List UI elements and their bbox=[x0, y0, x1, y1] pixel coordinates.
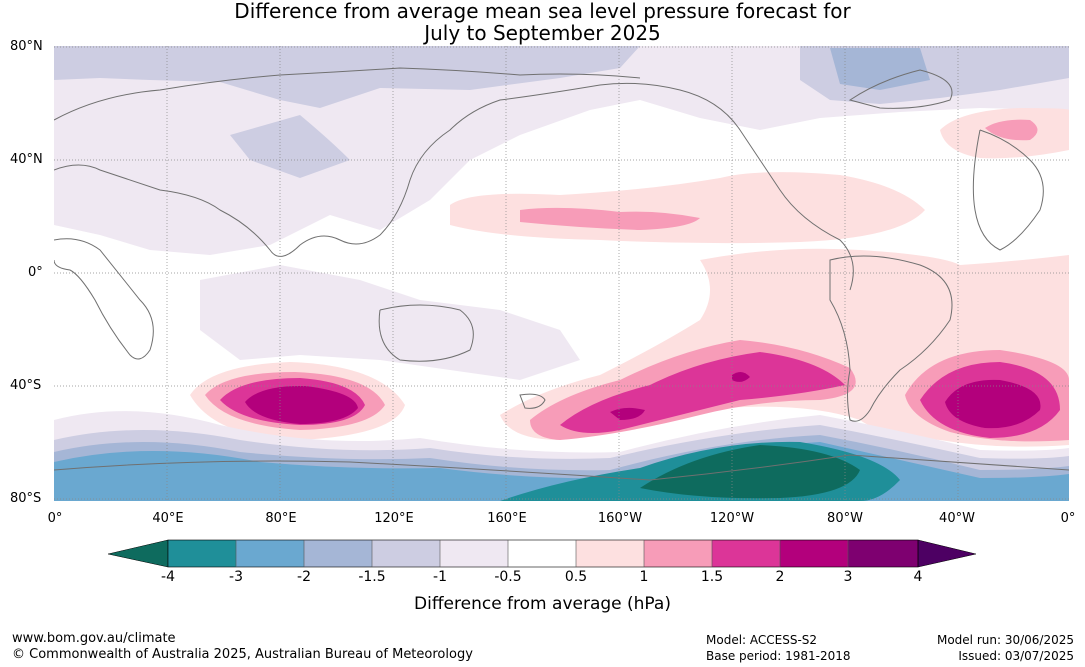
map-title-line-1: Difference from average mean sea level p… bbox=[234, 0, 851, 23]
lat-label: 40°S bbox=[10, 378, 42, 393]
anomaly-south-atlantic-core bbox=[945, 379, 1041, 429]
colorbar bbox=[107, 539, 977, 568]
lon-label: 80°E bbox=[265, 511, 297, 526]
lat-label: 80°S bbox=[10, 491, 42, 506]
colorbar-extend-low bbox=[107, 539, 169, 568]
colorbar-bin bbox=[508, 540, 576, 567]
colorbar-bin bbox=[236, 540, 304, 567]
colorbar-tick-label: -2 bbox=[297, 569, 311, 585]
colorbar-bin bbox=[712, 540, 780, 567]
anomaly-north-moderate-2 bbox=[230, 115, 350, 178]
colorbar-tick-label: -3 bbox=[229, 569, 243, 585]
lat-label: 80°N bbox=[10, 39, 43, 54]
lon-label: 40°W bbox=[939, 511, 975, 526]
lat-label: 0° bbox=[28, 265, 43, 280]
colorbar-tick-label: 4 bbox=[913, 569, 923, 585]
lon-label: 80°W bbox=[827, 511, 863, 526]
lon-label: 120°W bbox=[709, 511, 755, 526]
lon-label: 160°E bbox=[487, 511, 527, 526]
anomaly-north-pacific-moderate bbox=[520, 207, 700, 230]
lon-label: 0° bbox=[1060, 511, 1076, 526]
footer-model: Model: ACCESS-S2 bbox=[706, 633, 818, 647]
anomaly-south-pacific-core-2 bbox=[732, 371, 750, 382]
colorbar-title: Difference from average (hPa) bbox=[414, 594, 671, 614]
colorbar-bin bbox=[780, 540, 848, 567]
colorbar-tick-label: -1.5 bbox=[358, 569, 386, 585]
colorbar-tick-label: -1 bbox=[433, 569, 447, 585]
map-title-line-2: July to September 2025 bbox=[424, 21, 661, 45]
footer-base-period: Base period: 1981-2018 bbox=[706, 649, 851, 663]
colorbar-tick-label: 0.5 bbox=[564, 569, 588, 585]
anomaly-north-atlantic-moderate bbox=[985, 119, 1038, 141]
colorbar-tick-label: 2 bbox=[775, 569, 785, 585]
footer-url: www.bom.gov.au/climate bbox=[12, 631, 176, 646]
anomaly-indo-pacific-weak bbox=[200, 265, 580, 380]
colorbar-tick-label: 1.5 bbox=[700, 569, 724, 585]
colorbar-bin bbox=[372, 540, 440, 567]
colorbar-tick-label: -0.5 bbox=[494, 569, 522, 585]
footer-issued: Issued: 03/07/2025 bbox=[958, 649, 1074, 663]
anomaly-greenland-core bbox=[830, 48, 930, 90]
anomaly-north-moderate bbox=[54, 46, 640, 108]
colorbar-bin bbox=[440, 540, 508, 567]
lon-label: 0° bbox=[47, 511, 63, 526]
colorbar-bin bbox=[644, 540, 712, 567]
anomaly-south-pacific-core bbox=[610, 407, 645, 420]
lon-label: 120°E bbox=[374, 511, 414, 526]
coastlines bbox=[54, 67, 1069, 481]
lon-label: 160°W bbox=[597, 511, 643, 526]
colorbar-tick-label: 3 bbox=[843, 569, 853, 585]
footer-copyright: © Commonwealth of Australia 2025, Austra… bbox=[12, 647, 473, 662]
colorbar-bin bbox=[848, 540, 918, 567]
colorbar-bin bbox=[304, 540, 372, 567]
anomaly-southern-extreme bbox=[640, 445, 860, 499]
footer-model-run: Model run: 30/06/2025 bbox=[936, 633, 1074, 647]
graticule bbox=[54, 46, 1069, 501]
colorbar-tick-label: 1 bbox=[639, 569, 649, 585]
map-field bbox=[54, 46, 1069, 501]
lat-label: 40°N bbox=[10, 152, 43, 167]
anomaly-south-indian-core bbox=[245, 385, 358, 424]
colorbar-bin bbox=[168, 540, 236, 567]
colorbar-bin bbox=[576, 540, 644, 567]
lon-label: 40°E bbox=[152, 511, 184, 526]
colorbar-extend-high bbox=[917, 539, 977, 568]
colorbar-tick-label: -4 bbox=[161, 569, 175, 585]
